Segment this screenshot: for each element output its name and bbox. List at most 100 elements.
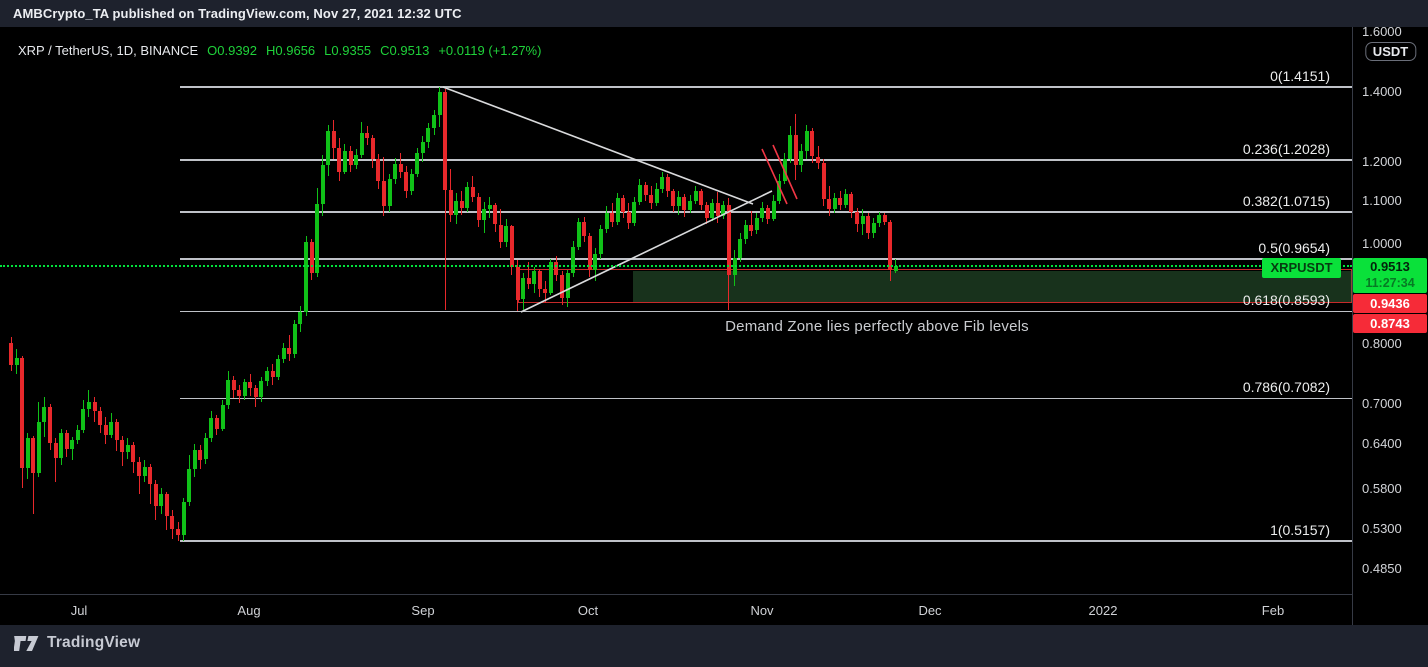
candle [148, 466, 153, 485]
candle [42, 406, 47, 422]
legend-open: O0.9392 [207, 43, 258, 58]
candle [754, 217, 759, 231]
currency-unit-toggle[interactable]: USDT [1364, 42, 1417, 61]
candle [331, 131, 336, 148]
candle [771, 200, 776, 219]
candle [276, 359, 281, 378]
candle [827, 199, 832, 210]
candle [376, 159, 381, 181]
fib-level-line[interactable] [180, 540, 1352, 542]
candle [237, 389, 242, 396]
time-tick: Sep [411, 603, 435, 618]
candle [342, 150, 347, 172]
candle [760, 207, 765, 218]
candle [387, 179, 392, 207]
candle [682, 196, 687, 211]
candle [86, 401, 91, 409]
price-tick: 1.6000 [1362, 27, 1402, 39]
current-price-label: 0.9513 11:27:34 [1353, 258, 1427, 293]
candle [109, 421, 114, 436]
candle [53, 443, 58, 459]
fib-level-line[interactable] [180, 86, 1352, 88]
candle [810, 131, 815, 157]
candle [98, 411, 102, 425]
candle [103, 424, 108, 436]
legend-change: +0.0119 (+1.27%) [438, 43, 542, 58]
price-tick: 0.5800 [1362, 480, 1402, 496]
candle [437, 92, 442, 116]
candle [81, 408, 86, 430]
candle [398, 164, 403, 172]
candle [292, 324, 297, 354]
candle [214, 417, 219, 429]
candle [131, 445, 136, 462]
candle [615, 198, 620, 222]
publish-title: AMBCrypto_TA published on TradingView.co… [13, 6, 462, 21]
candle [9, 343, 13, 366]
candle [521, 278, 525, 300]
candle [320, 164, 325, 205]
current-price-dotted-line[interactable] [0, 264, 1352, 267]
candle-wick [55, 438, 56, 482]
candle [849, 194, 854, 212]
candle [365, 132, 370, 139]
candle [482, 209, 487, 221]
candle [59, 433, 64, 459]
candle [287, 347, 292, 354]
candle [359, 132, 364, 156]
candle [14, 357, 19, 366]
candle [181, 502, 186, 536]
candle [843, 194, 848, 205]
fib-level-line[interactable] [180, 397, 1352, 399]
fib-level-label: 0.5(0.9654) [1258, 239, 1330, 256]
candle [504, 226, 509, 243]
candle-countdown: 11:27:34 [1365, 276, 1415, 290]
tradingview-logo[interactable]: TradingView [14, 634, 140, 652]
candle [704, 205, 709, 218]
candle [248, 381, 253, 388]
candle [582, 221, 587, 237]
candle-wick [750, 210, 752, 237]
candle [654, 188, 659, 204]
candle [259, 380, 264, 398]
chart-plot-area[interactable]: XRP / TetherUS, 1D, BINANCE O0.9392 H0.9… [0, 27, 1352, 594]
candle [114, 421, 119, 441]
time-axis[interactable]: Jul Aug Sep Oct Nov Dec 2022 Feb [0, 594, 1428, 626]
legend-symbol[interactable]: XRP / TetherUS, 1D, BINANCE [18, 43, 199, 58]
footer-bar: TradingView [0, 625, 1428, 667]
candle [242, 381, 247, 396]
candle [765, 207, 770, 219]
candle [25, 438, 30, 468]
chart-legend[interactable]: XRP / TetherUS, 1D, BINANCE O0.9392 H0.9… [18, 43, 541, 58]
candle [643, 184, 648, 196]
candle [799, 150, 804, 166]
candle [409, 174, 414, 192]
candle [443, 92, 448, 190]
legend-high: H0.9656 [266, 43, 316, 58]
candle [888, 221, 893, 270]
price-tick: 1.2000 [1362, 153, 1402, 169]
symbol-price-flag: XRPUSDT [1262, 258, 1341, 278]
candle [253, 387, 258, 398]
fib-level-label: 1(0.5157) [1270, 522, 1330, 538]
candle [788, 134, 793, 159]
candle [36, 421, 41, 473]
candle [381, 180, 386, 207]
candle [804, 131, 809, 151]
candle [420, 141, 425, 153]
candle [866, 215, 871, 234]
candle [487, 205, 492, 210]
candle [64, 433, 69, 450]
candle [176, 528, 180, 536]
candle [465, 187, 470, 209]
candle [532, 270, 537, 285]
fib-level-line[interactable] [180, 258, 1352, 260]
candle [192, 449, 197, 470]
descending-trendline[interactable] [442, 86, 754, 205]
candle [621, 198, 626, 212]
fib-level-line[interactable] [180, 310, 1352, 312]
candle [370, 138, 375, 160]
price-axis[interactable]: USDT 1.6000 1.4000 1.2000 1.1000 1.0000 0.800… [1352, 27, 1428, 625]
candle [548, 262, 553, 293]
candle [893, 265, 898, 272]
